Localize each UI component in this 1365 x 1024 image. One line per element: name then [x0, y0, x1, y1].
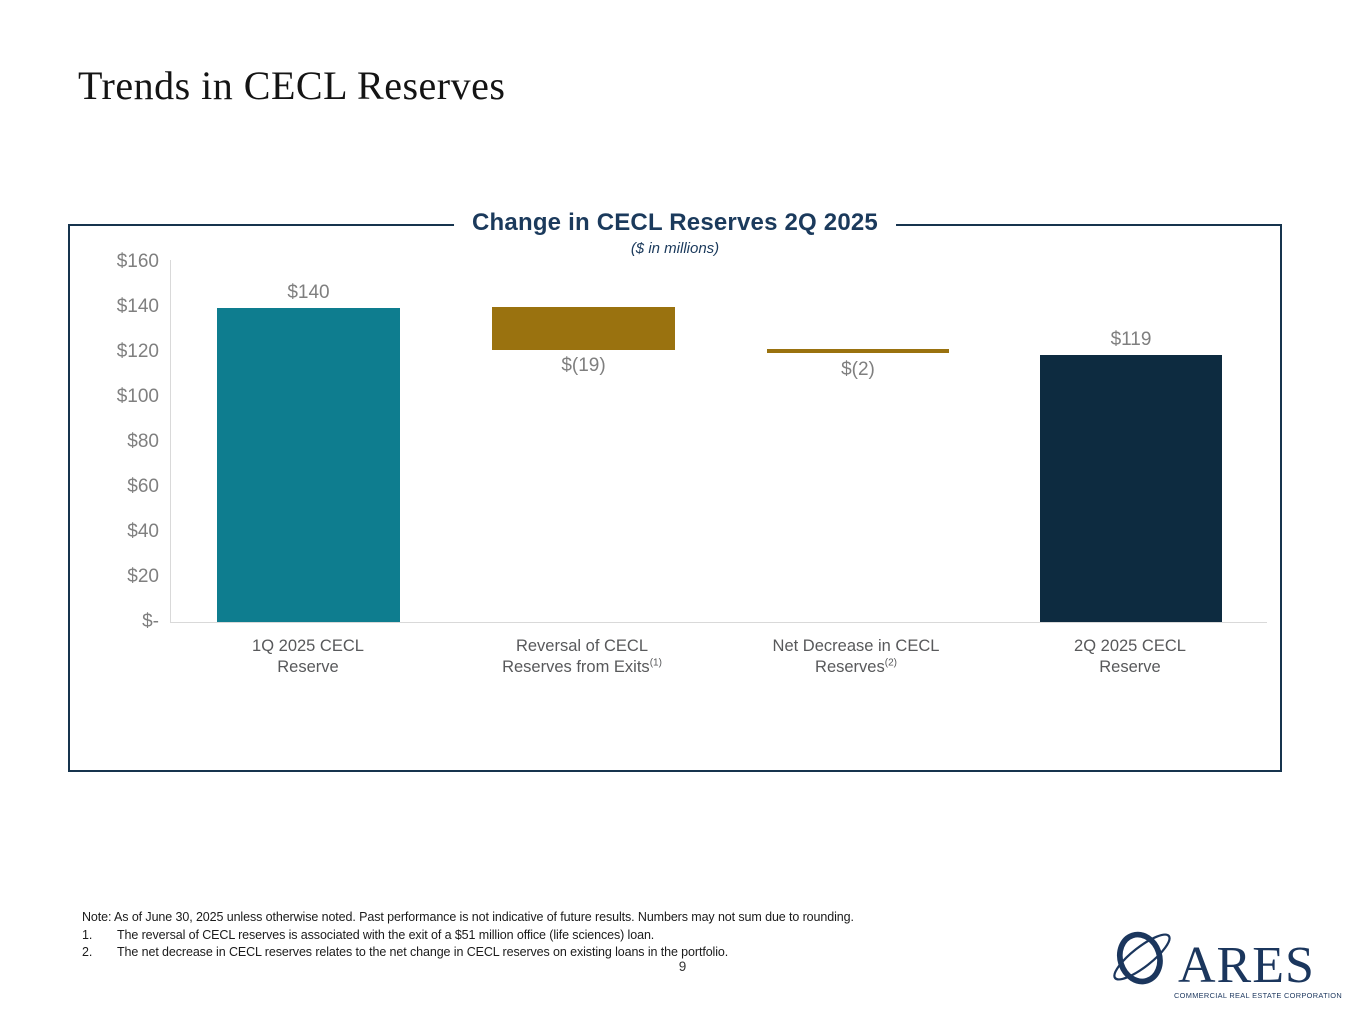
- footnote-item: 2. The net decrease in CECL reserves rel…: [82, 944, 1002, 962]
- x-axis-category-label: 2Q 2025 CECL Reserve: [993, 636, 1267, 678]
- y-axis-tick-label: $140: [116, 296, 159, 317]
- category-line-1: Reversal of CECL: [515, 637, 649, 655]
- category-line-2: Reserves from Exits: [502, 658, 650, 676]
- page-number: 9: [678, 959, 687, 974]
- chart-title: Change in CECL Reserves 2Q 2025: [454, 209, 896, 237]
- bar-2q-2025-cecl-reserve: [1040, 355, 1222, 622]
- y-axis-tick-label: $40: [127, 521, 159, 542]
- x-axis-baseline: [170, 622, 1267, 623]
- category-line-2: Reserve: [277, 658, 339, 676]
- x-axis-category-label: Net Decrease in CECL Reserves(2): [719, 636, 993, 678]
- y-axis-tick-label: $100: [116, 386, 159, 407]
- bar-value-label: $140: [287, 282, 330, 303]
- ares-tagline: COMMERCIAL REAL ESTATE CORPORATION: [1174, 991, 1343, 1000]
- footnote-text: The reversal of CECL reserves is associa…: [117, 927, 655, 942]
- y-axis-tick-label: $60: [127, 476, 159, 497]
- footnote-number: 1.: [82, 927, 93, 942]
- bar-reversal-of-cecl-reserves-from-exits: [492, 307, 675, 350]
- bar-value-label: $(19): [561, 355, 606, 376]
- y-axis-tick-label: $120: [116, 341, 159, 362]
- footnote-item: 1. The reversal of CECL reserves is asso…: [82, 927, 1002, 945]
- ares-orbit-icon: [1113, 931, 1171, 985]
- y-axis-tick-label: $-: [142, 611, 159, 632]
- bar-value-label: $(2): [841, 359, 875, 380]
- x-axis-category-label: 1Q 2025 CECL Reserve: [171, 636, 445, 678]
- category-line-2: Reserves: [815, 658, 885, 676]
- category-line-2: Reserve: [1099, 658, 1161, 676]
- footnote-text: The net decrease in CECL reserves relate…: [117, 945, 729, 959]
- footnote-general: Note: As of June 30, 2025 unless otherwi…: [82, 910, 854, 924]
- footnote-marker: (2): [884, 657, 897, 669]
- y-axis-tick-label: $80: [127, 431, 159, 452]
- y-axis-tick-label: $20: [127, 566, 159, 587]
- bar-1q-2025-cecl-reserve: [217, 308, 400, 622]
- category-line-1: Net Decrease in CECL: [772, 637, 940, 655]
- category-line-1: 2Q 2025 CECL: [1074, 637, 1186, 655]
- footnotes: Note: As of June 30, 2025 unless otherwi…: [82, 909, 1002, 962]
- chart-subtitle: ($ in millions): [630, 240, 720, 257]
- ares-logo: ARES COMMERCIAL REAL ESTATE CORPORATION: [1112, 926, 1343, 1000]
- x-axis-category-label: Reversal of CECL Reserves from Exits(1): [445, 636, 719, 678]
- footnote-number: 2.: [82, 945, 93, 959]
- footnote-marker: (1): [649, 657, 662, 669]
- ares-wordmark: ARES: [1178, 937, 1315, 994]
- y-axis-tick-label: $160: [116, 251, 159, 272]
- page-title: Trends in CECL Reserves: [78, 63, 506, 108]
- category-line-1: 1Q 2025 CECL: [252, 637, 364, 655]
- y-axis-line: [170, 260, 171, 622]
- chart-panel: Change in CECL Reserves 2Q 2025 ($ in mi…: [68, 209, 1282, 772]
- bar-net-decrease-in-cecl-reserves: [767, 349, 949, 353]
- bar-value-label: $119: [1110, 329, 1152, 350]
